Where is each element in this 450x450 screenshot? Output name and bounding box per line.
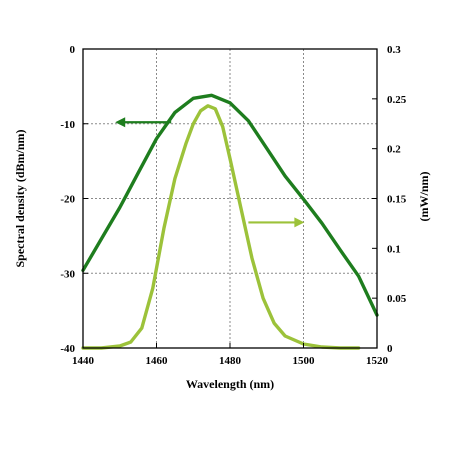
y-left-tick-label: -40: [60, 343, 75, 355]
x-tick-label: 1460: [146, 355, 169, 367]
y-right-axis-title: (mW/nm): [417, 172, 431, 222]
y-right-tick-label: 0.05: [387, 293, 407, 305]
y-left-axis-title: Spectral density (dBm/nm): [13, 129, 27, 267]
arrow-head-icon: [294, 217, 305, 228]
series-line-right-axis: [81, 104, 361, 350]
y-left-tick-label: -20: [60, 194, 75, 206]
arrow-head-icon: [115, 117, 126, 128]
annotations: [115, 117, 305, 228]
series-group: [81, 93, 379, 350]
y-right-tick-label: 0.15: [387, 194, 407, 206]
y-right-tick-label: 0.2: [387, 144, 401, 156]
x-tick-label: 1520: [366, 355, 389, 367]
y-left-tick-label: -30: [60, 268, 75, 280]
series-line-left-axis: [81, 93, 379, 317]
y-left-tick-label: 0: [70, 44, 76, 56]
y-right-tick-label: 0.3: [387, 44, 401, 56]
ticks: [82, 48, 378, 349]
x-axis-title: Wavelength (nm): [186, 377, 274, 391]
y-right-tick-label: 0.1: [387, 243, 401, 255]
y-right-tick-label: 0.25: [387, 94, 407, 106]
x-tick-label: 1500: [293, 355, 316, 367]
grid: [83, 49, 377, 348]
x-tick-label: 1440: [72, 355, 95, 367]
y-right-tick-label: 0: [387, 343, 393, 355]
x-tick-label: 1480: [219, 355, 242, 367]
y-left-tick-label: -10: [60, 119, 75, 131]
